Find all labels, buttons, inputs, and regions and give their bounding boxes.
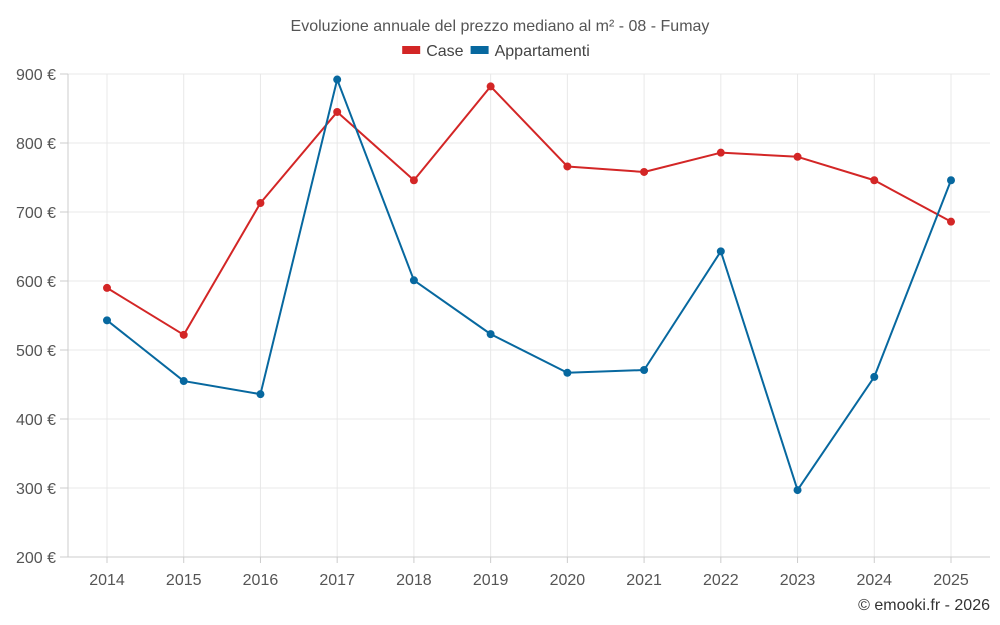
data-point (409, 276, 418, 285)
x-tick-label: 2016 (243, 572, 279, 589)
x-axis: 2014 2015 2016 2017 2018 2019 2020 2021 2022 2023… (68, 556, 990, 589)
legend-item-appartamenti: Appartamenti (470, 43, 590, 60)
data-point (333, 75, 342, 84)
series-line (106, 78, 952, 492)
data-point (256, 390, 265, 399)
data-point (103, 316, 111, 325)
series-appartamenti (103, 75, 955, 495)
legend-label: Case (426, 43, 463, 60)
y-tick-label: 500 € (16, 343, 56, 360)
grid (68, 73, 990, 558)
chart-title: Evoluzione annuale del prezzo mediano al… (291, 18, 710, 35)
x-tick-label: 2015 (166, 572, 202, 589)
data-point (179, 377, 188, 386)
y-tick-label: 600 € (16, 274, 56, 291)
data-point (409, 176, 418, 185)
data-point (333, 107, 342, 116)
data-point (563, 162, 572, 171)
x-tick-label: 2023 (780, 572, 816, 589)
data-point (563, 368, 572, 377)
x-tick-label: 2025 (933, 572, 969, 589)
data-point (640, 366, 649, 375)
x-tick-label: 2022 (703, 572, 739, 589)
x-tick-label: 2017 (319, 572, 355, 589)
legend-swatch (470, 46, 489, 54)
x-tick-label: 2024 (856, 572, 892, 589)
x-tick-label: 2018 (396, 572, 432, 589)
data-point (793, 152, 802, 161)
series-layer (103, 75, 955, 495)
data-point (179, 330, 188, 339)
y-tick-label: 900 € (16, 67, 56, 84)
data-point (870, 372, 879, 381)
data-point (716, 247, 725, 256)
x-tick-label: 2014 (89, 572, 125, 589)
credit-text: © emooki.fr - 2026 (858, 597, 990, 614)
x-tick-label: 2019 (473, 572, 509, 589)
y-axis: 200 € 300 € 400 € 500 € 600 € 700 € 800 € 900 € (16, 67, 69, 567)
data-point (793, 486, 802, 495)
legend-swatch (402, 46, 421, 54)
data-point (716, 148, 725, 157)
data-point (947, 217, 955, 226)
data-point (486, 330, 495, 339)
x-tick-label: 2020 (550, 572, 586, 589)
data-point (640, 167, 649, 176)
series-line (106, 85, 952, 336)
series-case (103, 82, 955, 339)
y-tick-label: 800 € (16, 136, 56, 153)
y-tick-label: 200 € (16, 550, 56, 567)
legend: Case Appartamenti (402, 43, 590, 60)
x-tick-label: 2021 (626, 572, 662, 589)
legend-item-case: Case (402, 43, 464, 60)
data-point (947, 176, 955, 185)
data-point (256, 199, 265, 208)
data-point (486, 82, 495, 91)
data-point (870, 176, 879, 185)
legend-label: Appartamenti (495, 43, 590, 60)
y-tick-label: 300 € (16, 481, 56, 498)
y-tick-label: 400 € (16, 412, 56, 429)
data-point (103, 283, 111, 292)
y-tick-label: 700 € (16, 205, 56, 222)
